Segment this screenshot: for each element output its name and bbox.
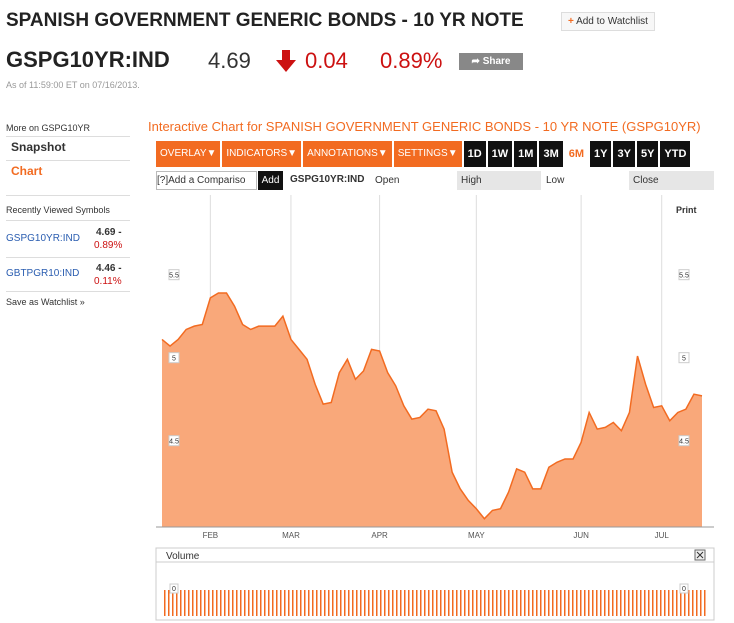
field: Close: [629, 171, 714, 190]
recent-symbol[interactable]: GBTPGR10:IND: [6, 268, 80, 279]
share-button[interactable]: ➦ Share: [459, 53, 523, 70]
field: Low: [546, 175, 565, 186]
y-tick-label: 5.5: [679, 273, 689, 280]
snapshot-link[interactable]: Snapshot: [11, 140, 66, 154]
y-tick-box: [678, 269, 690, 281]
compare-input[interactable]: [?]Add a Compariso: [156, 171, 257, 190]
more-on: More on GSPG10YR: [6, 123, 91, 133]
x-tick-label: FEB: [203, 531, 219, 540]
x-tick-label: APR: [371, 531, 388, 540]
range-button[interactable]: 1M: [514, 141, 538, 167]
print-link[interactable]: Print: [676, 205, 697, 215]
down-arrow: [276, 50, 296, 72]
range-button[interactable]: 3Y: [613, 141, 635, 167]
field: High: [457, 171, 541, 190]
y-tick-box: [168, 435, 180, 447]
toolbar: OVERLAY▼ INDICATORS▼ ANNOTATIONS▼ SETTINGS▼…: [156, 141, 714, 167]
compare-placeholder: [?]Add a Compariso: [157, 175, 246, 186]
range-button[interactable]: YTD: [660, 141, 691, 167]
add-label: Add: [261, 175, 280, 186]
recent-price: 4.46 -: [96, 263, 122, 274]
recent-title: Recently Viewed Symbols: [6, 205, 110, 215]
menu-button[interactable]: INDICATORS▼: [222, 141, 302, 167]
timestamp: As of 11:59:00 ET on 07/16/2013.: [6, 80, 140, 90]
volume-label: Volume: [166, 551, 200, 562]
menu-button[interactable]: ANNOTATIONS▼: [303, 141, 392, 167]
percent-change: 0.89%: [380, 48, 443, 73]
x-tick-label: MAR: [282, 531, 300, 540]
watchlist-label: Add to Watchlist: [576, 16, 648, 27]
chart-title: Interactive Chart for SPANISH GOVERNMENT…: [148, 119, 701, 134]
recent-symbol[interactable]: GSPG10YR:IND: [6, 233, 80, 244]
y-tick-label: 4.5: [169, 439, 179, 446]
recent-price: 4.69 -: [96, 227, 122, 238]
volume-tick-box: [679, 583, 689, 594]
recent-change: 0.89%: [94, 240, 123, 251]
range-button[interactable]: 5Y: [636, 141, 659, 167]
field: Open: [375, 175, 400, 186]
range-button[interactable]: 3M: [539, 141, 563, 167]
recent-change: 0.11%: [94, 276, 122, 287]
y-tick-label: 5: [172, 356, 176, 363]
volume-tick-box: [169, 583, 179, 594]
range-button[interactable]: 1D: [463, 141, 486, 167]
x-tick-label: JUN: [573, 531, 589, 540]
range-button[interactable]: 6M: [564, 141, 589, 167]
y-tick-box: [168, 269, 180, 281]
page-title: SPANISH GOVERNMENT GENERIC BONDS - 10 YR…: [6, 10, 524, 31]
y-tick-label: 4.5: [679, 439, 689, 446]
x-tick-label: MAY: [468, 531, 485, 540]
price-change: 0.04: [305, 48, 348, 73]
y-tick-box: [168, 352, 180, 364]
range-button[interactable]: 1Y: [590, 141, 612, 167]
add-button[interactable]: Add: [258, 171, 283, 190]
volume-tick-label: 0: [172, 586, 176, 593]
y-tick-box: [678, 352, 690, 364]
price-line: [161, 292, 703, 520]
y-tick-box: [678, 435, 690, 447]
volume-bars: [164, 590, 708, 616]
save-watchlist[interactable]: Save as Watchlist »: [6, 297, 85, 307]
y-tick-label: 5.5: [169, 273, 179, 280]
price: 4.69: [208, 48, 251, 73]
share-label: Share: [482, 56, 511, 67]
volume-tick-label: 0: [682, 586, 686, 593]
chart-link[interactable]: Chart: [11, 164, 43, 178]
y-tick-label: 5: [682, 356, 686, 363]
menu-button[interactable]: OVERLAY▼: [156, 141, 221, 167]
ticker: GSPG10YR:IND: [6, 47, 170, 72]
symbol: GSPG10YR:IND: [290, 174, 365, 185]
close-icon: [696, 551, 704, 559]
range-button[interactable]: 1W: [487, 141, 513, 167]
x-tick-label: JUL: [655, 531, 670, 540]
watchlist-button[interactable]: + Add to Watchlist: [561, 12, 655, 31]
menu-button[interactable]: SETTINGS▼: [393, 141, 462, 167]
